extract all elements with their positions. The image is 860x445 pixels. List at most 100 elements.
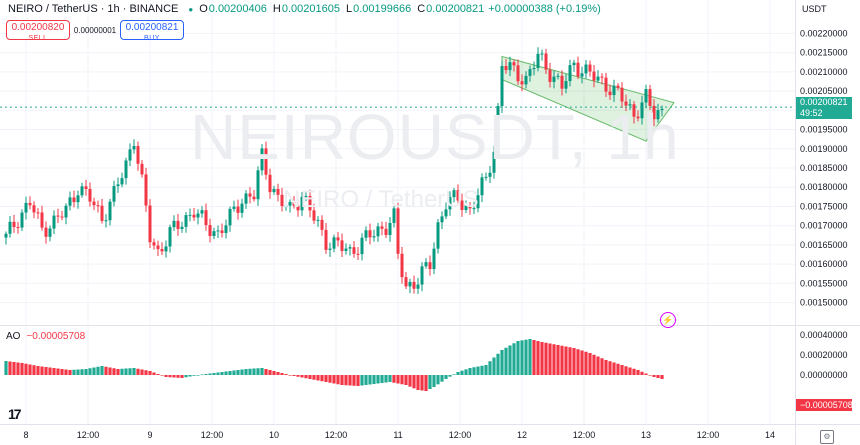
candle <box>636 110 640 122</box>
ao-bar <box>556 345 560 375</box>
candle <box>620 82 624 109</box>
candle <box>32 201 36 219</box>
candle <box>572 59 576 72</box>
candle <box>432 242 436 275</box>
ao-bar <box>604 360 608 375</box>
ao-axis: 0.00040000 0.00020000 0.00000000 <box>800 330 848 380</box>
ao-bar <box>24 363 28 375</box>
buy-button[interactable]: 0.00200821 BUY <box>120 20 184 42</box>
ao-bar <box>492 357 496 375</box>
candle <box>296 198 300 217</box>
candle <box>220 223 224 238</box>
candle <box>292 195 296 209</box>
ao-bar <box>124 368 128 375</box>
ao-bar <box>372 375 376 384</box>
ao-bar <box>360 375 364 386</box>
ao-bar <box>544 342 548 375</box>
candle <box>336 231 340 247</box>
sell-button[interactable]: 0.00200820 SELL <box>6 20 70 42</box>
ao-bar <box>448 375 452 377</box>
candle <box>460 193 464 217</box>
lightning-icon[interactable]: ⚡ <box>660 312 676 328</box>
price-tick-label: 0.00155000 <box>800 278 848 288</box>
ao-bar <box>436 375 440 385</box>
open-value: 0.00200406 <box>208 3 267 15</box>
price-tick-label: 0.00175000 <box>800 201 848 211</box>
ao-bar <box>212 373 216 375</box>
candle <box>60 210 64 221</box>
currency-selector[interactable]: USDT <box>802 4 827 14</box>
candle <box>312 203 316 224</box>
candle <box>72 190 76 208</box>
ao-bar <box>108 367 112 375</box>
ao-bar <box>36 366 40 375</box>
symbol-title[interactable]: NEIRO / TetherUS · 1h · BINANCE <box>8 3 179 15</box>
candle <box>516 59 520 85</box>
candle <box>416 277 420 294</box>
candle <box>496 103 500 156</box>
candle <box>264 141 268 180</box>
ao-bar <box>160 375 164 376</box>
ao-bar <box>552 344 556 375</box>
candle <box>56 208 60 224</box>
ao-bar <box>284 374 288 375</box>
candle <box>172 215 176 231</box>
candle <box>268 168 272 199</box>
candle <box>16 221 20 234</box>
ao-bar <box>96 366 100 375</box>
candle <box>248 187 252 204</box>
candle <box>528 65 532 82</box>
time-tick-label: 14 <box>765 430 775 440</box>
candle <box>544 48 548 75</box>
ao-bar <box>264 369 268 375</box>
candle <box>652 99 656 127</box>
price-tick-label: 0.00170000 <box>800 221 848 231</box>
ao-bar <box>32 365 36 375</box>
ao-bar <box>640 371 644 375</box>
ao-bar <box>632 368 636 375</box>
ao-bar <box>112 368 116 375</box>
ao-bar <box>612 362 616 375</box>
candle <box>540 49 544 61</box>
candle <box>236 199 240 220</box>
candle <box>44 221 48 244</box>
ao-bar <box>444 375 448 379</box>
candle <box>580 66 584 84</box>
candle <box>628 99 632 110</box>
ao-legend[interactable]: AO −0.00005708 <box>6 331 85 342</box>
ao-bar <box>44 367 48 375</box>
ao-bar <box>184 375 188 378</box>
ao-bar <box>336 375 340 385</box>
candle <box>228 206 232 232</box>
candle <box>452 187 456 203</box>
candle <box>184 211 188 233</box>
candle <box>132 139 136 154</box>
ao-bar <box>56 368 60 375</box>
ao-bar <box>572 348 576 375</box>
ao-bar <box>204 374 208 375</box>
candle <box>40 205 44 231</box>
ao-bar <box>100 366 104 375</box>
ao-bar <box>312 375 316 380</box>
time-tick-label: 12:00 <box>325 430 348 440</box>
candle <box>596 70 600 84</box>
ao-value: −0.00005708 <box>26 331 86 342</box>
gear-icon[interactable]: ⚙ <box>820 430 834 444</box>
ao-bar <box>576 349 580 375</box>
ao-bar <box>496 353 500 375</box>
ao-bar <box>400 375 404 385</box>
candle <box>316 216 320 227</box>
ao-bar <box>72 369 76 375</box>
candle <box>156 240 160 256</box>
ao-bar <box>296 375 300 377</box>
candle <box>224 219 228 239</box>
ao-bar <box>388 375 392 382</box>
price-tick-label: 0.00180000 <box>800 182 848 192</box>
tradingview-logo-icon[interactable]: 17 <box>8 406 22 422</box>
candle <box>280 187 284 212</box>
ao-bar <box>132 368 136 375</box>
ao-bar <box>224 371 228 375</box>
watermark-ticker: NEIROUSDT, 1h <box>190 101 680 173</box>
ao-bar <box>220 372 224 375</box>
